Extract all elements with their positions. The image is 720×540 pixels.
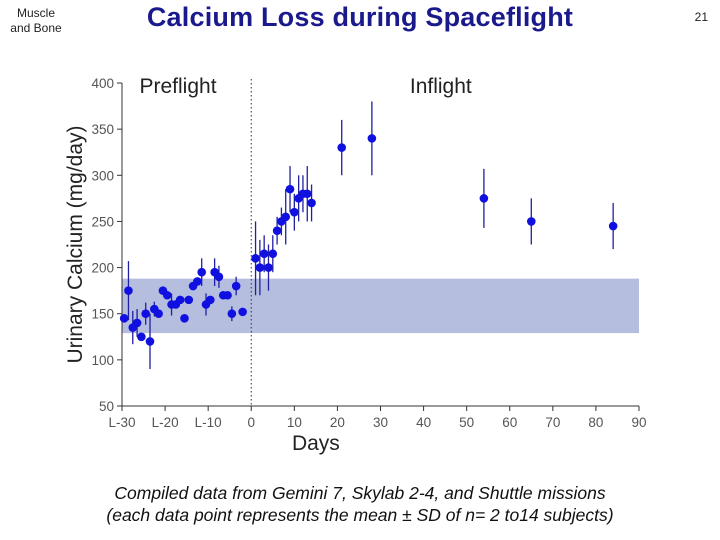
data-point	[285, 184, 295, 194]
y-tick-label: 400	[91, 76, 114, 91]
caption-line1: Compiled data from Gemini 7, Skylab 2-4,…	[114, 483, 606, 503]
data-point	[238, 307, 247, 317]
y-tick-label: 300	[91, 168, 114, 183]
x-tick-label: 10	[287, 415, 302, 430]
section-label: Muscle and Bone	[4, 6, 68, 36]
data-point	[193, 277, 202, 286]
page-title: Calcium Loss during Spaceflight	[146, 2, 574, 32]
data-point	[141, 309, 150, 319]
data-point	[223, 290, 232, 300]
x-tick-label: 60	[502, 415, 517, 430]
data-point	[290, 207, 299, 217]
phase-label: Preflight	[139, 75, 216, 98]
y-axis-title: Urinary Calcium (mg/day)	[64, 125, 87, 363]
data-point	[251, 254, 260, 263]
data-point	[259, 249, 269, 259]
data-point	[154, 309, 163, 319]
data-point	[124, 286, 133, 295]
data-point	[132, 318, 142, 328]
data-point	[268, 249, 278, 259]
caption-line2: (each data point represents the mean ± S…	[106, 505, 614, 525]
data-point	[175, 295, 185, 305]
section-label-line2: and Bone	[10, 21, 62, 35]
x-tick-label: L-20	[152, 415, 179, 430]
phase-label: Inflight	[410, 75, 472, 98]
x-tick-label: 20	[330, 415, 345, 430]
data-point	[214, 272, 224, 282]
data-point	[227, 309, 237, 319]
data-point	[302, 189, 312, 199]
y-tick-label: 350	[91, 122, 114, 137]
data-point	[272, 226, 282, 235]
y-tick-label: 50	[99, 399, 114, 414]
x-tick-label: L-10	[195, 415, 222, 430]
data-point	[264, 263, 273, 272]
data-point	[197, 267, 207, 277]
data-point	[180, 314, 189, 323]
x-axis-title: Days	[292, 432, 340, 455]
data-point	[137, 332, 146, 342]
data-point	[145, 337, 155, 346]
section-label-line1: Muscle	[16, 6, 55, 20]
data-point	[184, 295, 194, 305]
x-tick-label: 50	[459, 415, 474, 430]
x-tick-label: L-30	[108, 415, 135, 430]
caption: Compiled data from Gemini 7, Skylab 2-4,…	[40, 482, 680, 526]
y-tick-label: 150	[91, 307, 114, 322]
x-tick-label: 70	[545, 415, 560, 430]
y-tick-label: 200	[91, 261, 114, 276]
x-tick-label: 80	[588, 415, 603, 430]
data-point	[307, 198, 316, 208]
page-number: 21	[694, 10, 708, 24]
data-point	[367, 134, 377, 143]
x-tick-label: 90	[631, 415, 646, 430]
normal-range-band	[122, 278, 639, 334]
data-point	[281, 212, 291, 222]
data-point	[526, 217, 536, 226]
data-point	[479, 194, 489, 203]
data-point	[162, 290, 172, 300]
data-point	[231, 281, 241, 291]
data-point	[119, 314, 129, 323]
x-tick-label: 30	[373, 415, 388, 430]
data-point	[206, 295, 215, 305]
data-point	[337, 143, 347, 152]
x-tick-label: 0	[247, 415, 255, 430]
y-tick-label: 250	[91, 214, 114, 229]
data-point	[255, 263, 265, 272]
data-point	[608, 221, 618, 231]
y-tick-label: 100	[91, 353, 114, 368]
x-tick-label: 40	[416, 415, 431, 430]
